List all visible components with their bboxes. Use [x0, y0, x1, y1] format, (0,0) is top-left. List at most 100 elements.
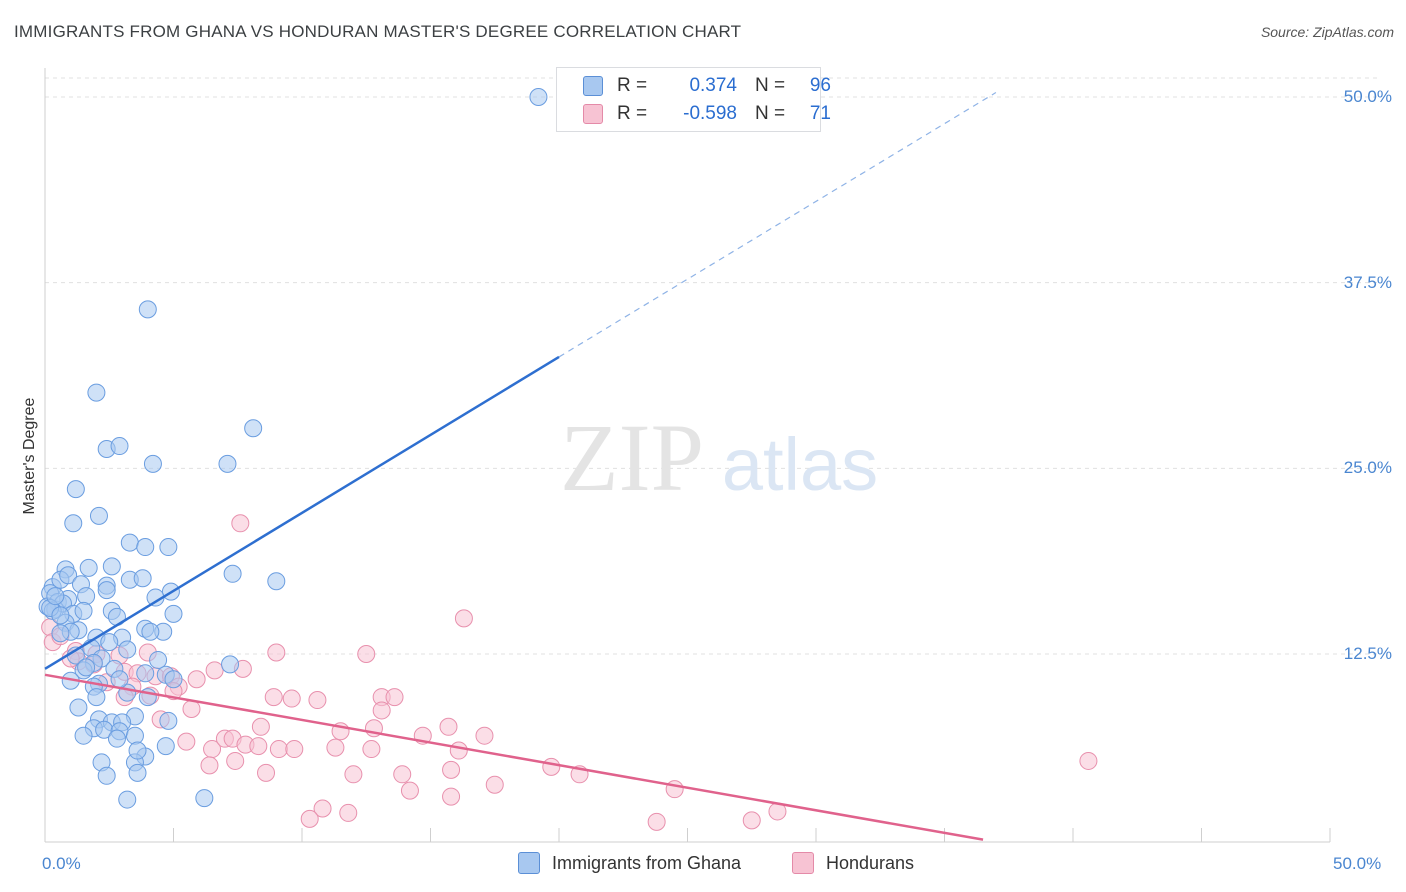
bottom-legend-label-hondurans: Hondurans — [826, 852, 915, 873]
point-ghana — [159, 538, 178, 557]
point-ghana — [156, 737, 175, 756]
point-ghana — [102, 557, 121, 576]
point-hondurans — [442, 787, 461, 806]
point-hondurans — [344, 765, 363, 784]
point-ghana — [69, 698, 88, 717]
point-hondurans — [475, 726, 494, 745]
y-tick-label: 37.5% — [1343, 272, 1392, 292]
point-ghana — [87, 383, 106, 402]
point-ghana — [120, 533, 139, 552]
bottom-legend-hondurans: Hondurans — [792, 852, 914, 874]
point-ghana — [74, 726, 93, 745]
point-hondurans — [485, 775, 504, 794]
watermark-zip: ZIP — [560, 404, 704, 511]
point-hondurans — [439, 717, 458, 736]
point-ghana — [138, 300, 157, 319]
bottom-legend-ghana: Immigrants from Ghana — [518, 852, 741, 874]
bottom-legend-label-ghana: Immigrants from Ghana — [552, 852, 742, 873]
point-hondurans — [300, 809, 319, 828]
point-ghana — [100, 633, 119, 652]
point-hondurans — [257, 763, 276, 782]
legend-r-value: 0.374 — [689, 75, 737, 96]
watermark: ZIP atlas — [560, 404, 878, 511]
point-ghana — [107, 729, 126, 748]
point-ghana — [74, 601, 93, 620]
point-ghana — [118, 790, 137, 809]
point-ghana — [51, 606, 70, 625]
point-hondurans — [177, 732, 196, 751]
point-ghana — [118, 640, 137, 659]
point-hondurans — [313, 799, 332, 818]
point-ghana — [244, 419, 263, 438]
point-ghana — [87, 688, 106, 707]
point-ghana — [125, 726, 144, 745]
point-ghana — [143, 454, 162, 473]
trend-line-ghana — [44, 355, 560, 670]
point-ghana — [149, 650, 168, 669]
point-ghana — [110, 437, 129, 456]
y-tick-label: 12.5% — [1343, 644, 1392, 663]
point-hondurans — [269, 740, 288, 759]
point-ghana — [79, 558, 98, 577]
y-tick-label: 25.0% — [1343, 458, 1392, 478]
point-ghana — [195, 789, 214, 808]
point-hondurans — [187, 670, 206, 689]
point-hondurans — [205, 661, 224, 680]
point-ghana — [141, 622, 160, 641]
point-hondurans — [393, 765, 412, 784]
point-hondurans — [264, 688, 283, 707]
legend-box: R = 0.374 N = 96 R = -0.598 N = 71 — [556, 67, 831, 132]
point-ghana — [110, 670, 129, 689]
point-hondurans — [400, 781, 419, 800]
legend-swatch-ghana — [583, 76, 603, 96]
point-hondurans — [454, 609, 473, 628]
point-hondurans — [182, 699, 201, 718]
point-ghana — [97, 766, 116, 785]
point-hondurans — [251, 717, 270, 736]
point-ghana — [218, 454, 237, 473]
point-hondurans — [542, 757, 561, 776]
y-tick-label: 50.0% — [1343, 87, 1392, 106]
legend-row-ghana: R = 0.374 N = 96 — [583, 74, 831, 98]
source-label: Source: ZipAtlas.com — [1260, 24, 1394, 40]
point-hondurans — [372, 701, 391, 720]
point-ghana — [267, 572, 286, 591]
point-hondurans — [231, 514, 250, 533]
legend-r-value: -0.598 — [683, 103, 737, 124]
point-hondurans — [200, 756, 219, 775]
point-hondurans — [385, 688, 404, 707]
point-ghana — [64, 514, 83, 533]
point-hondurans — [339, 803, 358, 822]
legend-row-hondurans: R = -0.598 N = 71 — [583, 102, 831, 126]
point-hondurans — [226, 751, 245, 770]
legend-n-label: N = — [755, 75, 786, 96]
series-ghana — [38, 88, 548, 809]
point-hondurans — [742, 811, 761, 830]
legend-n-label: N = — [755, 103, 786, 124]
trend-lines — [44, 92, 997, 841]
point-hondurans — [249, 737, 268, 756]
point-ghana — [136, 538, 155, 557]
point-hondurans — [326, 738, 345, 757]
series-hondurans — [41, 514, 1098, 831]
trend-line-ghana-projection — [558, 92, 997, 358]
point-ghana — [164, 670, 183, 689]
bottom-legend-swatch-hondurans — [792, 852, 814, 874]
point-ghana — [89, 506, 108, 525]
trend-line-hondurans — [44, 673, 984, 841]
bottom-legend-swatch-ghana — [518, 852, 540, 874]
point-hondurans — [442, 760, 461, 779]
point-ghana — [128, 741, 147, 760]
point-hondurans — [449, 741, 468, 760]
point-hondurans — [647, 812, 666, 831]
legend-n-value: 71 — [809, 103, 831, 124]
point-ghana — [66, 480, 85, 499]
point-ghana — [529, 88, 548, 106]
legend-swatch-hondurans — [583, 104, 603, 124]
watermark-atlas: atlas — [722, 423, 878, 506]
point-ghana — [46, 587, 65, 606]
chart-title: IMMIGRANTS FROM GHANA VS HONDURAN MASTER… — [14, 22, 742, 41]
point-hondurans — [308, 691, 327, 710]
point-ghana — [77, 587, 96, 606]
point-ghana — [223, 564, 242, 583]
